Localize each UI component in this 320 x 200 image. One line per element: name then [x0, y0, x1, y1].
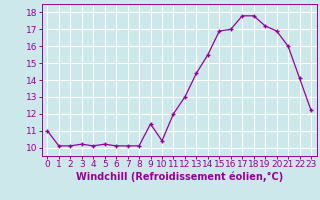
X-axis label: Windchill (Refroidissement éolien,°C): Windchill (Refroidissement éolien,°C) — [76, 172, 283, 182]
